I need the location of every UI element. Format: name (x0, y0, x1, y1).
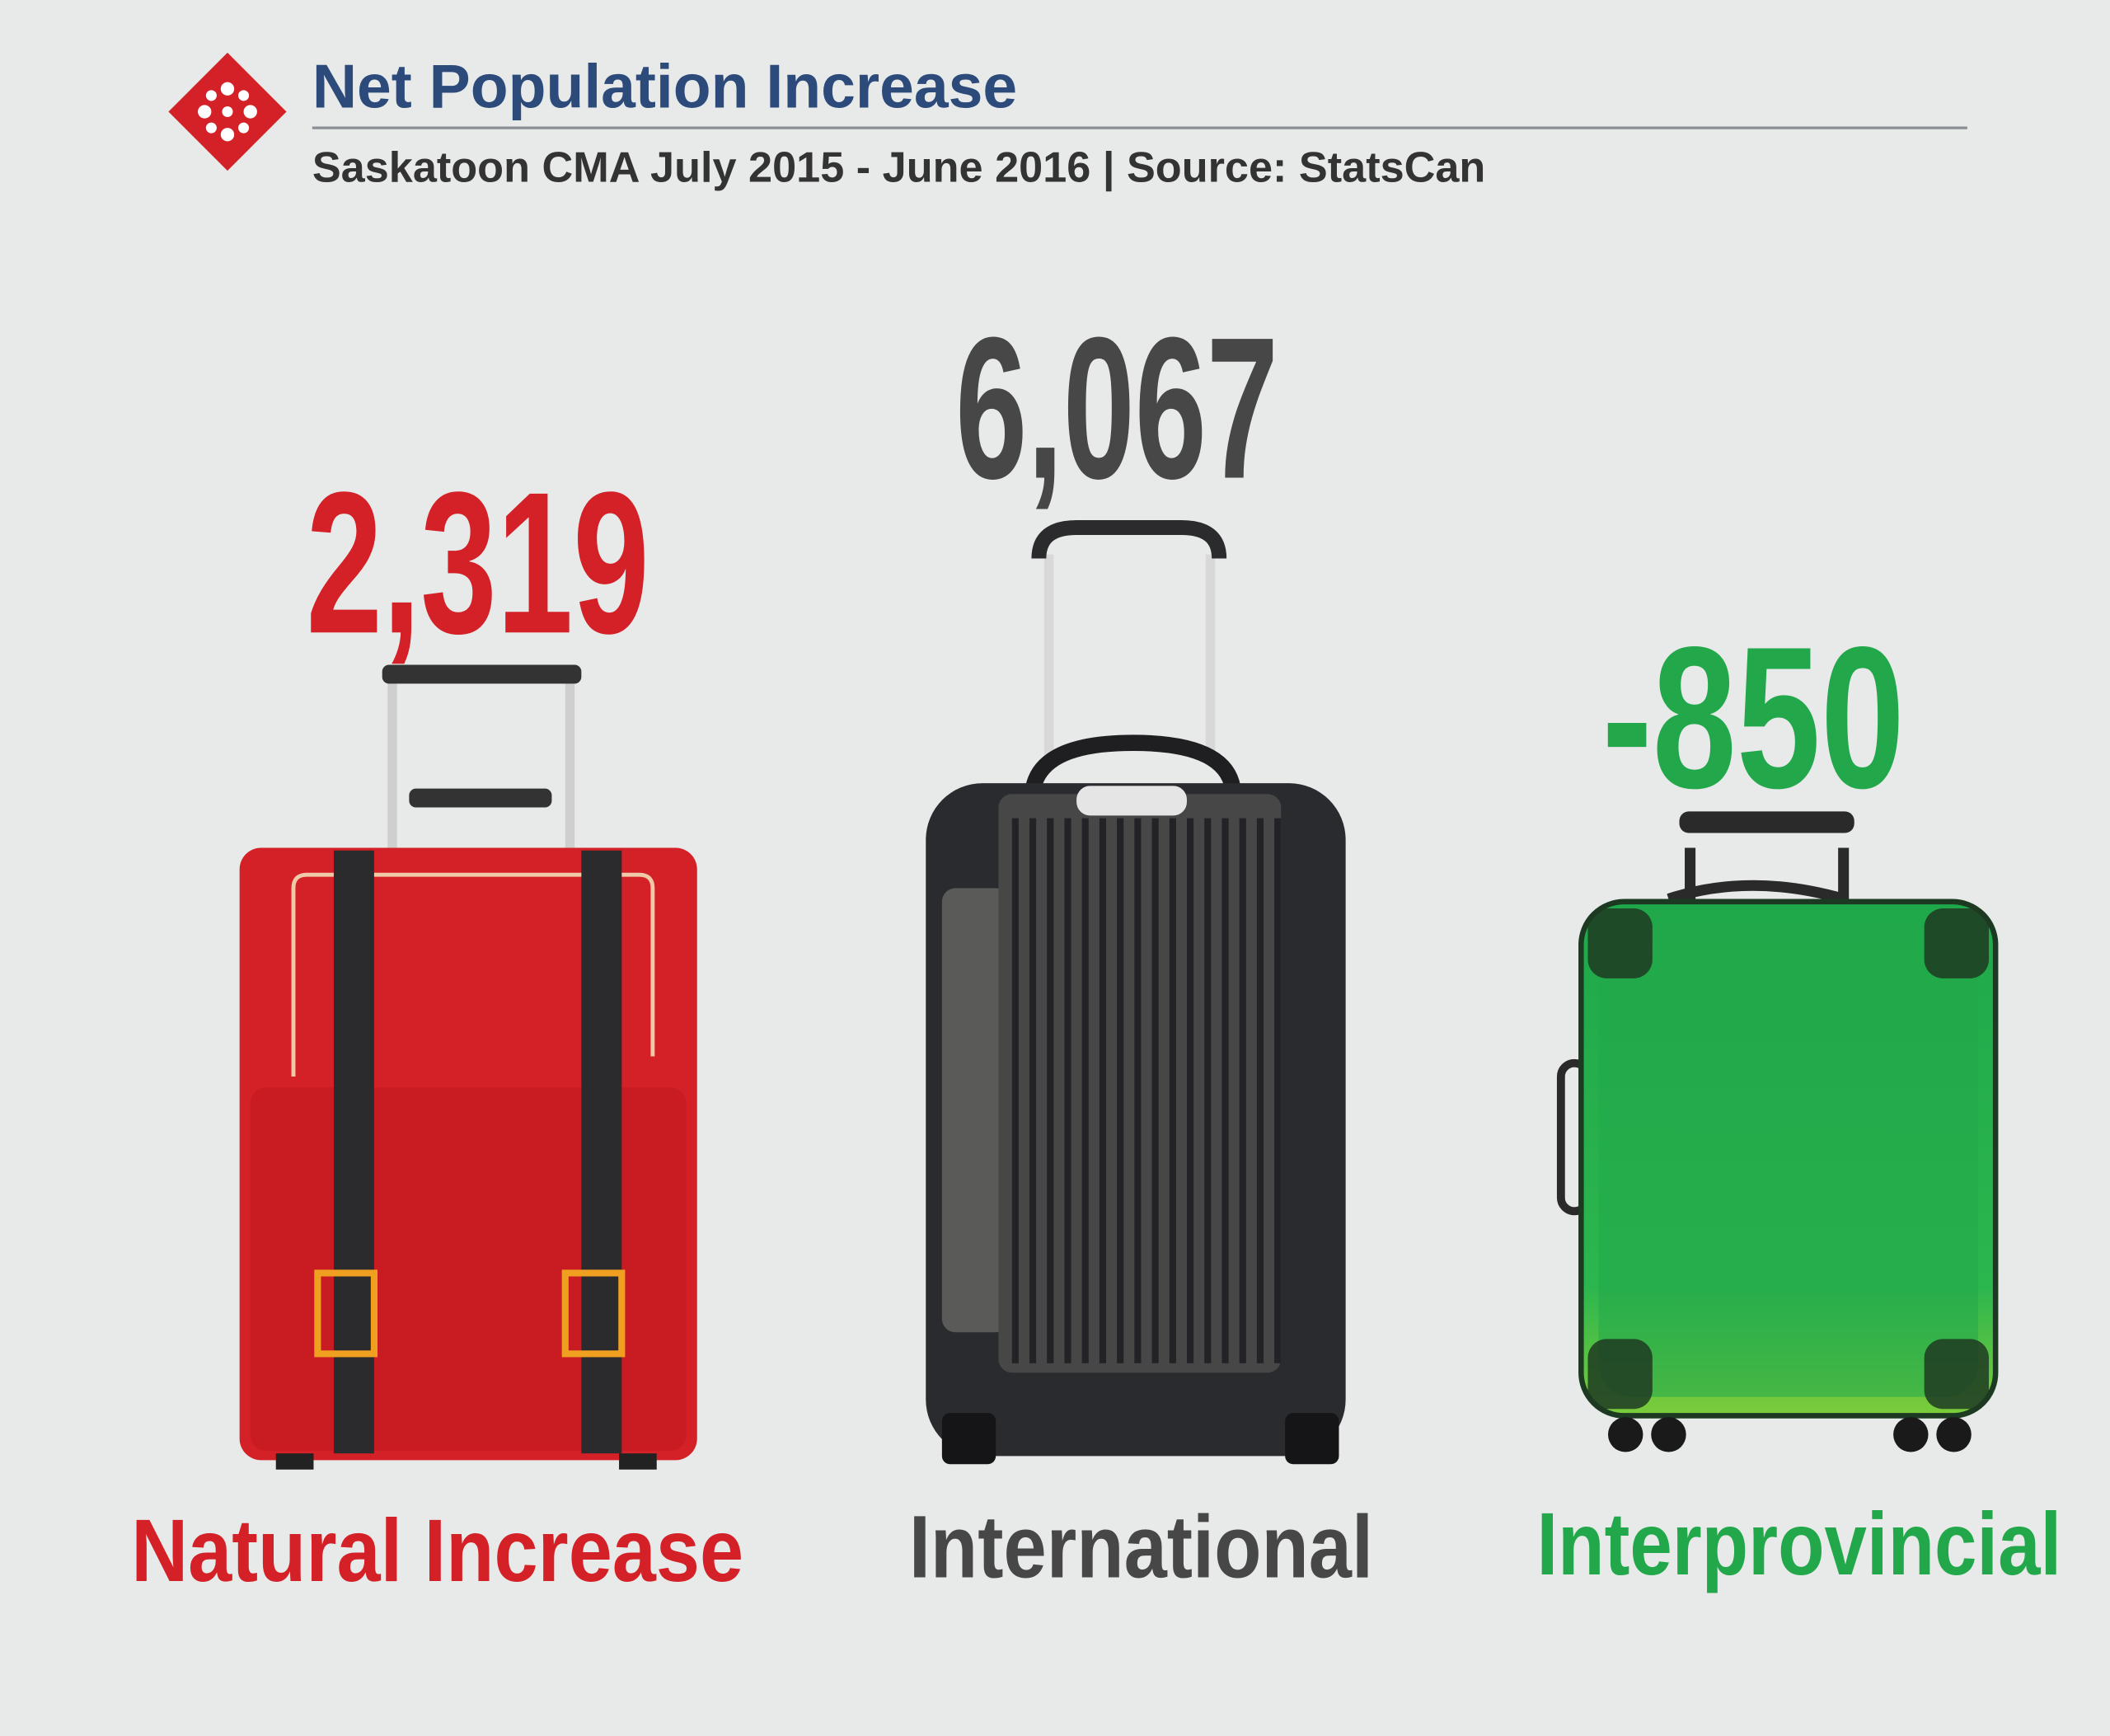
chart-title: Net Population Increase (312, 52, 1017, 121)
handle-pole (387, 679, 397, 852)
stripe (1239, 818, 1246, 1363)
handle-pole (1043, 554, 1054, 757)
chart-subtitle: Saskatoon CMA July 2015 - June 2016 | So… (312, 143, 1486, 191)
strap (333, 850, 374, 1454)
handle-pole (565, 679, 575, 852)
carry-handle (1025, 734, 1241, 790)
value-label: 6,067 (955, 295, 1278, 521)
suitcase (926, 519, 1346, 1465)
wheel (1607, 1417, 1643, 1452)
stripe (1117, 818, 1124, 1363)
stripe (1256, 818, 1264, 1363)
handle-bar (409, 788, 552, 808)
stripe (1011, 818, 1019, 1363)
stripe (1204, 818, 1212, 1363)
corner-guard (1924, 908, 1989, 978)
buckle (314, 1269, 378, 1358)
stripe (1169, 818, 1176, 1363)
corner-guard (1587, 908, 1653, 978)
lock (1076, 786, 1187, 816)
stripe (1151, 818, 1159, 1363)
stripe (1099, 818, 1107, 1363)
value-label: -850 (1602, 604, 1905, 830)
corner-guard (1587, 1339, 1653, 1410)
wheel (1936, 1417, 1972, 1452)
foot (275, 1453, 314, 1470)
zipper (291, 872, 655, 1077)
handle-pole (1205, 554, 1216, 757)
foot (619, 1453, 657, 1470)
side-panel (941, 888, 1010, 1333)
front-panel (1598, 920, 1978, 1397)
stripe (1029, 818, 1037, 1363)
stripe (1134, 818, 1142, 1363)
suitcase (239, 664, 697, 1470)
value-label: 2,319 (306, 449, 649, 675)
category-label: International (909, 1496, 1373, 1596)
wheel (941, 1413, 996, 1465)
stripe (1047, 818, 1054, 1363)
stripe (1186, 818, 1194, 1363)
carry-handle (1667, 880, 1845, 904)
wheel (1651, 1417, 1686, 1452)
strap (581, 850, 622, 1454)
handle-bar (382, 664, 582, 684)
handle-bar (1679, 811, 1854, 833)
category-label: Interprovincial (1536, 1494, 2061, 1593)
stripe (1064, 818, 1071, 1363)
category-label: Natural Increase (131, 1500, 743, 1600)
wheel (1285, 1413, 1339, 1465)
stripe (1221, 818, 1229, 1363)
suitcase (1556, 811, 1999, 1452)
stripe (1274, 818, 1282, 1363)
handle-bar (1031, 519, 1227, 560)
stripe (1081, 818, 1089, 1363)
wheel (1893, 1417, 1929, 1452)
buckle (561, 1269, 626, 1358)
corner-guard (1924, 1339, 1989, 1410)
